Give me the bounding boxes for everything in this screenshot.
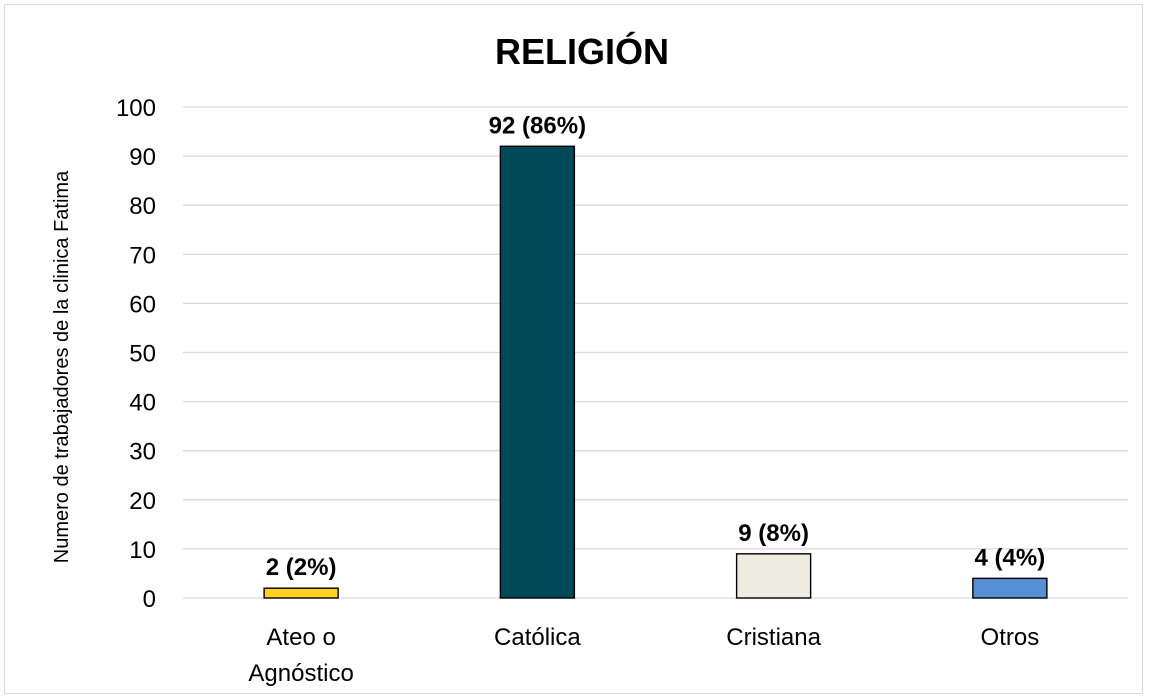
bar bbox=[735, 553, 812, 599]
y-tick-label: 100 bbox=[116, 95, 156, 122]
y-tick-label: 30 bbox=[129, 439, 156, 466]
y-axis-label: Numero de trabajadores de la clinica Fat… bbox=[51, 170, 73, 563]
bar bbox=[263, 587, 339, 599]
data-labels: 2 (2%) 92 (86%) 9 (8%) 4 (4%) bbox=[266, 112, 1045, 581]
x-tick-label: Católica bbox=[494, 624, 581, 651]
data-label: 2 (2%) bbox=[266, 554, 337, 581]
y-tick-label: 90 bbox=[129, 144, 156, 171]
bar bbox=[972, 577, 1048, 599]
data-label: 9 (8%) bbox=[738, 520, 809, 547]
y-tick-label: 50 bbox=[129, 341, 156, 368]
y-tick-label: 80 bbox=[129, 193, 156, 220]
y-tick-label: 20 bbox=[129, 488, 156, 515]
y-axis-ticks: 0 10 20 30 40 50 60 70 80 90 100 bbox=[116, 95, 156, 613]
data-label: 4 (4%) bbox=[975, 544, 1046, 571]
y-tick-label: 0 bbox=[143, 586, 156, 613]
x-axis-ticks: Ateo o Agnóstico Católica Cristiana Otros bbox=[248, 624, 1039, 687]
y-tick-label: 60 bbox=[129, 291, 156, 318]
x-tick-label: Cristiana bbox=[726, 624, 821, 651]
x-tick-label: Ateo o bbox=[266, 624, 335, 651]
x-tick-label: Agnóstico bbox=[248, 660, 353, 687]
y-tick-label: 70 bbox=[129, 242, 156, 269]
y-tick-label: 40 bbox=[129, 390, 156, 417]
bars bbox=[263, 145, 1048, 599]
chart-title: RELIGIÓN bbox=[495, 30, 669, 72]
y-tick-label: 10 bbox=[129, 537, 156, 564]
bar bbox=[499, 145, 576, 599]
gridlines bbox=[183, 106, 1128, 599]
x-tick-label: Otros bbox=[981, 624, 1040, 651]
data-label: 92 (86%) bbox=[489, 112, 586, 139]
